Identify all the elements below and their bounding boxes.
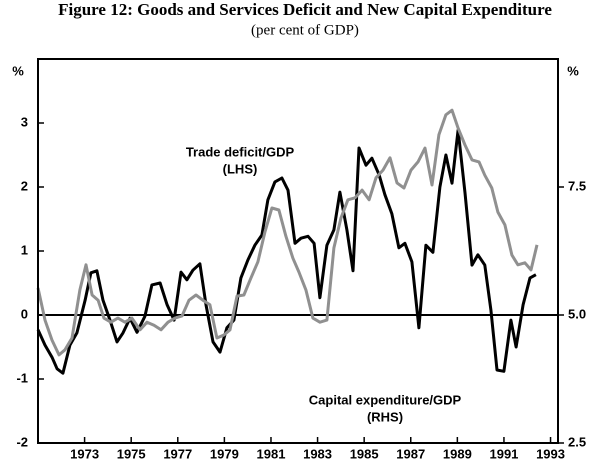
y-tick-label: 0	[21, 306, 28, 321]
y-tick-label: 1	[21, 242, 28, 257]
x-tick-label: 1981	[257, 446, 286, 461]
x-tick-label: 1985	[350, 446, 379, 461]
y2-axis-label: %	[567, 63, 579, 78]
series-line	[36, 128, 537, 375]
chart-title: Figure 12: Goods and Services Deficit an…	[58, 0, 552, 19]
x-tick-label: 1979	[210, 446, 239, 461]
x-tick-label: 1991	[489, 446, 518, 461]
y-tick-label: 2	[21, 178, 28, 193]
chart-subtitle: (per cent of GDP)	[251, 22, 359, 38]
plot-frame	[37, 58, 559, 444]
y-tick-label: 3	[21, 114, 28, 129]
series-line	[36, 108, 539, 357]
y2-tick-label: 5.0	[568, 306, 586, 321]
x-tick-label: 1993	[536, 446, 565, 461]
x-tick-label: 1983	[303, 446, 332, 461]
y2-tick-label: 2.5	[568, 434, 586, 449]
y-axis-label: %	[12, 63, 24, 78]
x-tick-label: 1973	[70, 446, 99, 461]
x-tick-label: 1989	[443, 446, 472, 461]
series-annotation: Capital expenditure/GDP	[309, 392, 462, 407]
x-tick-label: 1977	[163, 446, 192, 461]
y2-tick-label: 7.5	[568, 178, 586, 193]
x-tick-label: 1975	[117, 446, 146, 461]
x-tick-label: 1987	[396, 446, 425, 461]
series-annotation: Trade deficit/GDP	[186, 144, 295, 159]
y-tick-label: -1	[16, 370, 28, 385]
y-tick-label: -2	[16, 434, 28, 449]
series-annotation: (LHS)	[223, 161, 258, 176]
series-annotation: (RHS)	[367, 409, 403, 424]
